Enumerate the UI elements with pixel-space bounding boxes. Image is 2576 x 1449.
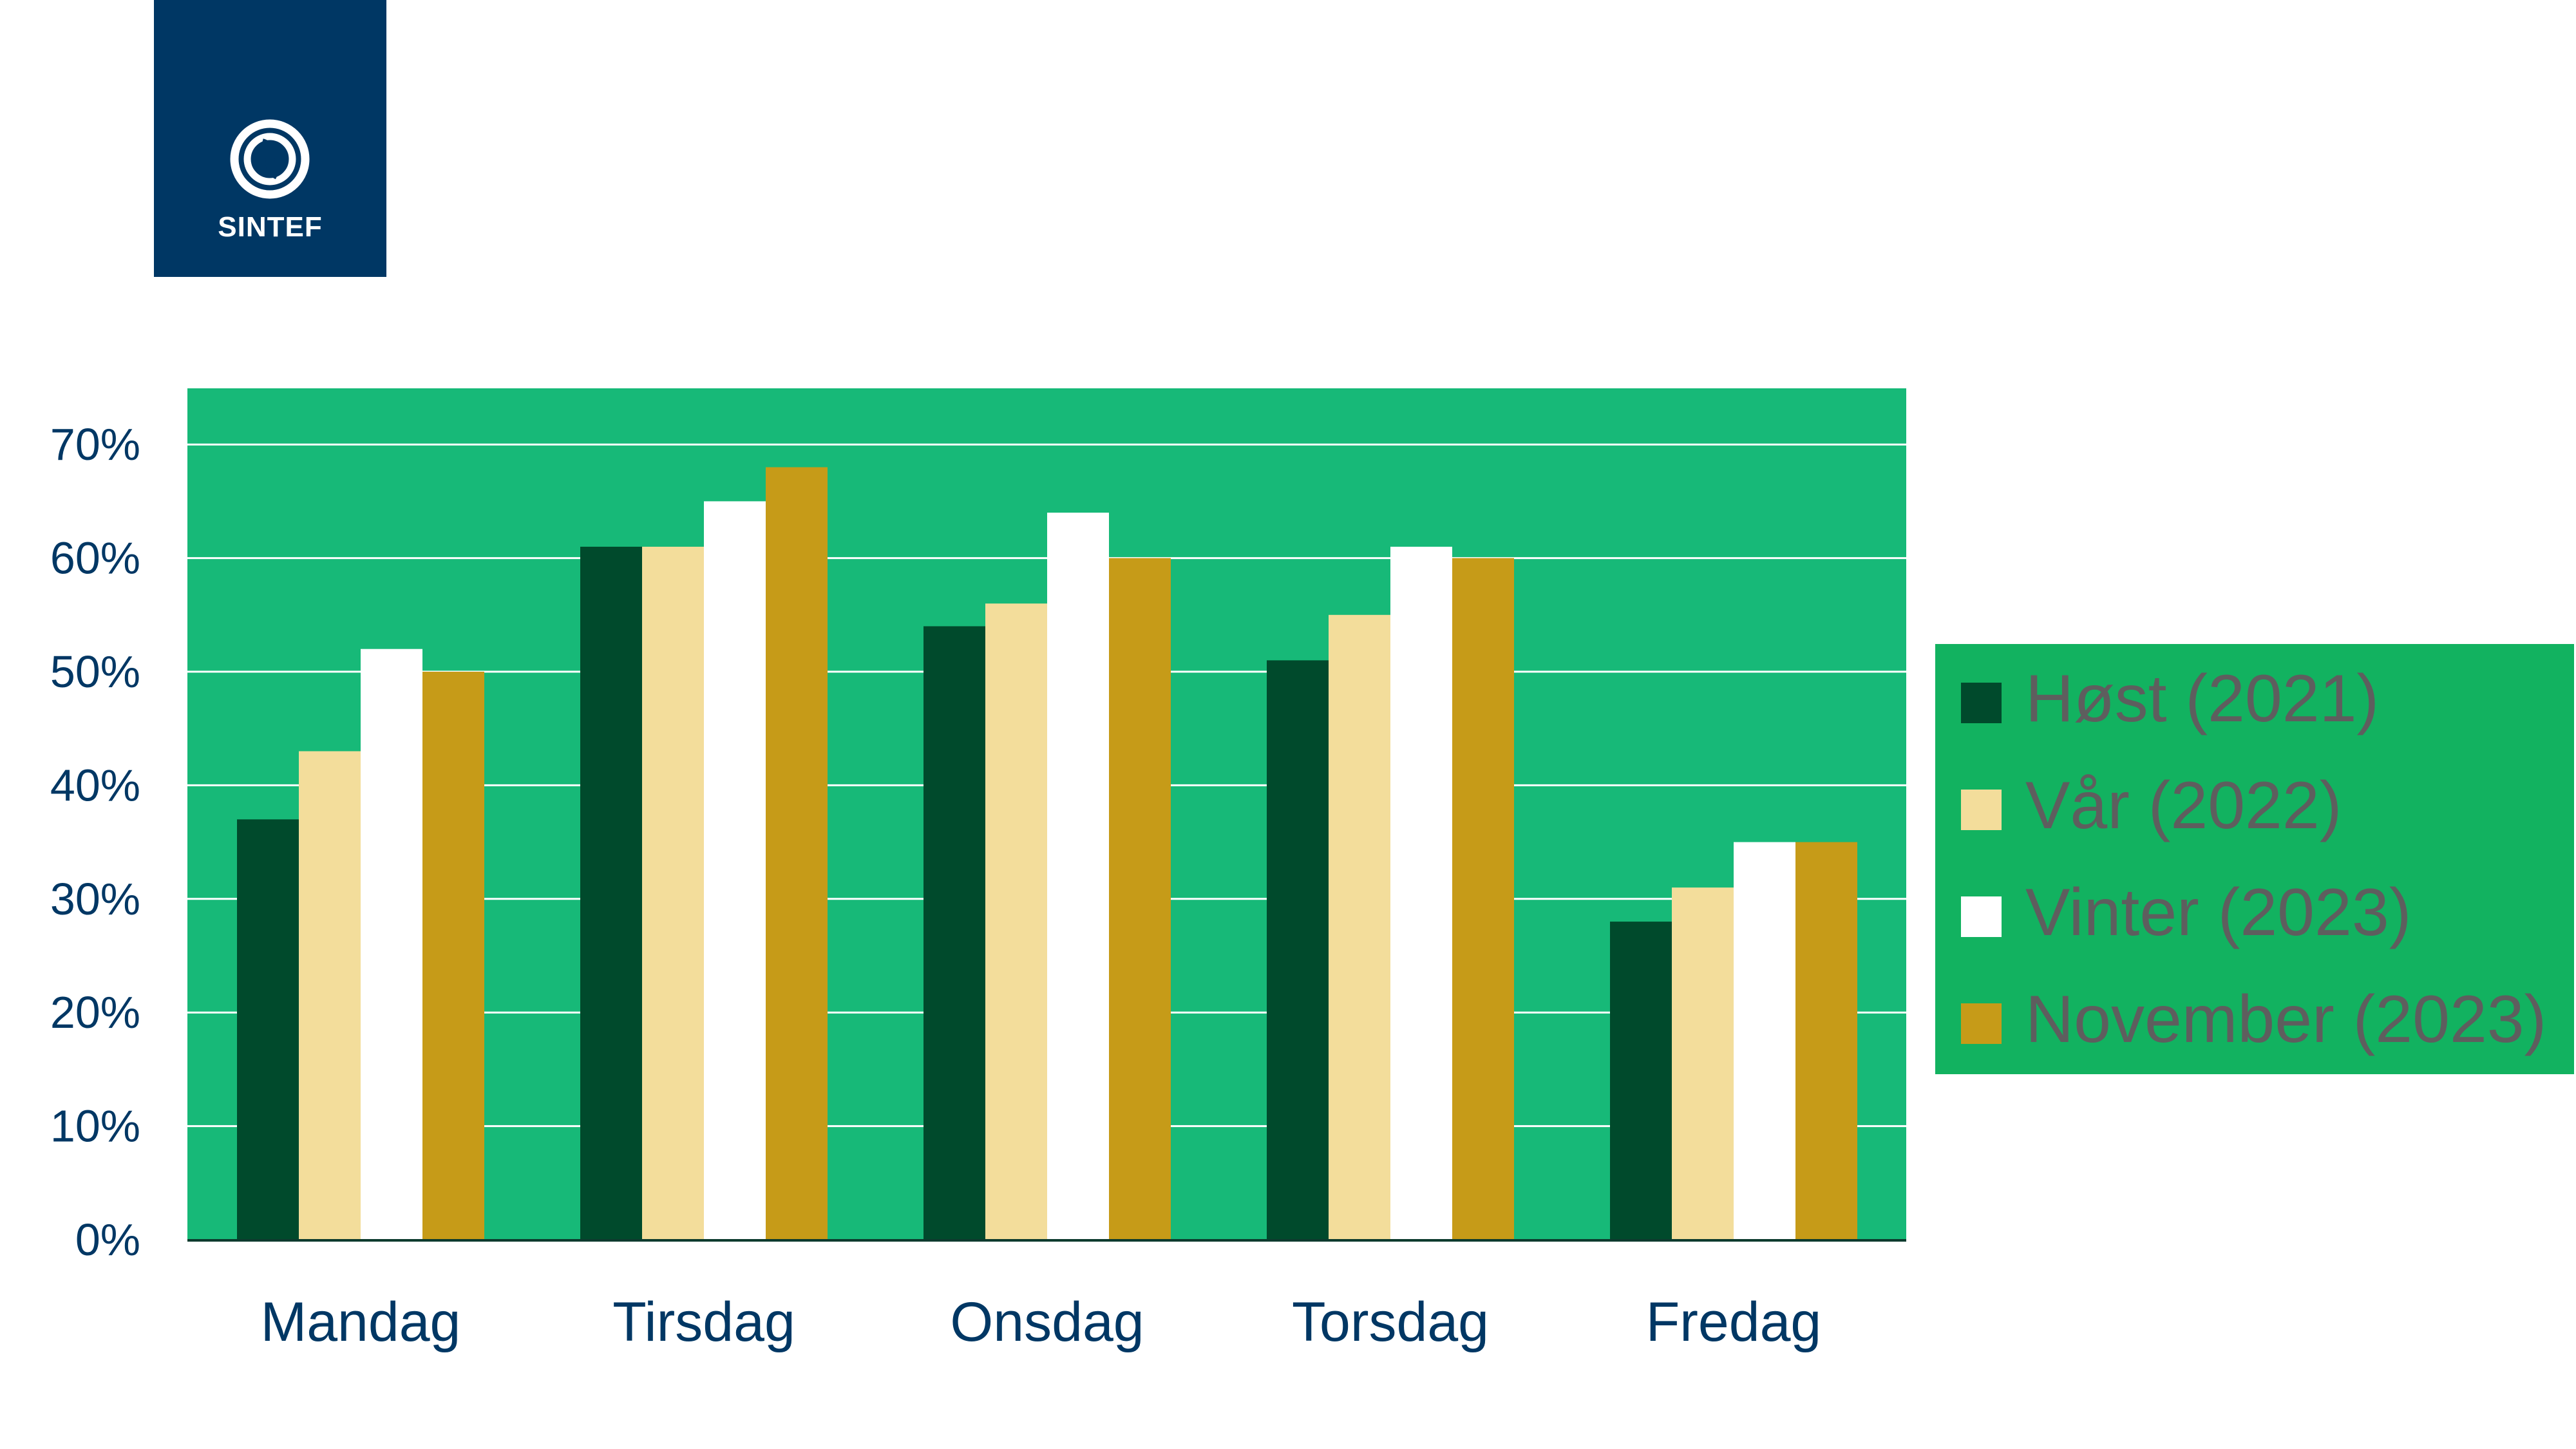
x-tick-labels: Mandag Tirsdag Onsdag Torsdag Fredag xyxy=(261,1291,1822,1353)
bar xyxy=(704,501,766,1240)
legend-label: November (2023) xyxy=(2025,982,2547,1057)
bar xyxy=(923,626,985,1240)
x-tick-label: Onsdag xyxy=(950,1291,1144,1353)
bar xyxy=(1329,614,1390,1240)
bar xyxy=(580,546,642,1240)
bar xyxy=(985,603,1047,1240)
legend-label: Vår (2022) xyxy=(2025,768,2342,843)
sintef-emblem-icon xyxy=(230,119,310,199)
y-tick-label: 50% xyxy=(50,647,140,697)
bar xyxy=(1734,842,1795,1240)
bar xyxy=(1047,513,1109,1240)
y-tick-label: 20% xyxy=(50,987,140,1037)
bar xyxy=(422,672,484,1240)
legend-swatch xyxy=(1961,683,2002,723)
sintef-logo: SINTEF xyxy=(154,0,386,277)
bar xyxy=(766,467,828,1240)
y-tick-labels: 0% 10% 20% 30% 40% 50% 60% 70% xyxy=(50,419,140,1265)
x-tick-label: Mandag xyxy=(261,1291,461,1353)
bar xyxy=(1390,546,1452,1240)
bars xyxy=(237,467,1857,1240)
bar xyxy=(1267,660,1329,1240)
legend: Høst (2021) Vår (2022) Vinter (2023) Novemb… xyxy=(1935,644,2574,1074)
y-tick-label: 30% xyxy=(50,874,140,924)
legend-label: Vinter (2023) xyxy=(2025,875,2412,950)
legend-label: Høst (2021) xyxy=(2025,661,2380,736)
bar xyxy=(361,649,422,1240)
y-tick-label: 70% xyxy=(50,419,140,469)
bar xyxy=(237,819,299,1240)
bar xyxy=(1109,558,1171,1240)
legend-swatch xyxy=(1961,790,2002,830)
bar xyxy=(1795,842,1857,1240)
bar xyxy=(1610,922,1672,1240)
x-tick-label: Tirsdag xyxy=(612,1291,795,1353)
y-tick-label: 10% xyxy=(50,1101,140,1151)
bar xyxy=(1672,887,1734,1240)
logo-text: SINTEF xyxy=(218,211,323,243)
legend-swatch xyxy=(1961,1003,2002,1044)
y-tick-label: 0% xyxy=(75,1215,140,1265)
bar xyxy=(642,546,704,1240)
bar xyxy=(299,751,361,1240)
legend-swatch xyxy=(1961,896,2002,937)
y-tick-label: 40% xyxy=(50,760,140,810)
bar xyxy=(1452,558,1514,1240)
y-tick-label: 60% xyxy=(50,533,140,583)
x-tick-label: Torsdag xyxy=(1292,1291,1489,1353)
x-tick-label: Fredag xyxy=(1646,1291,1822,1353)
